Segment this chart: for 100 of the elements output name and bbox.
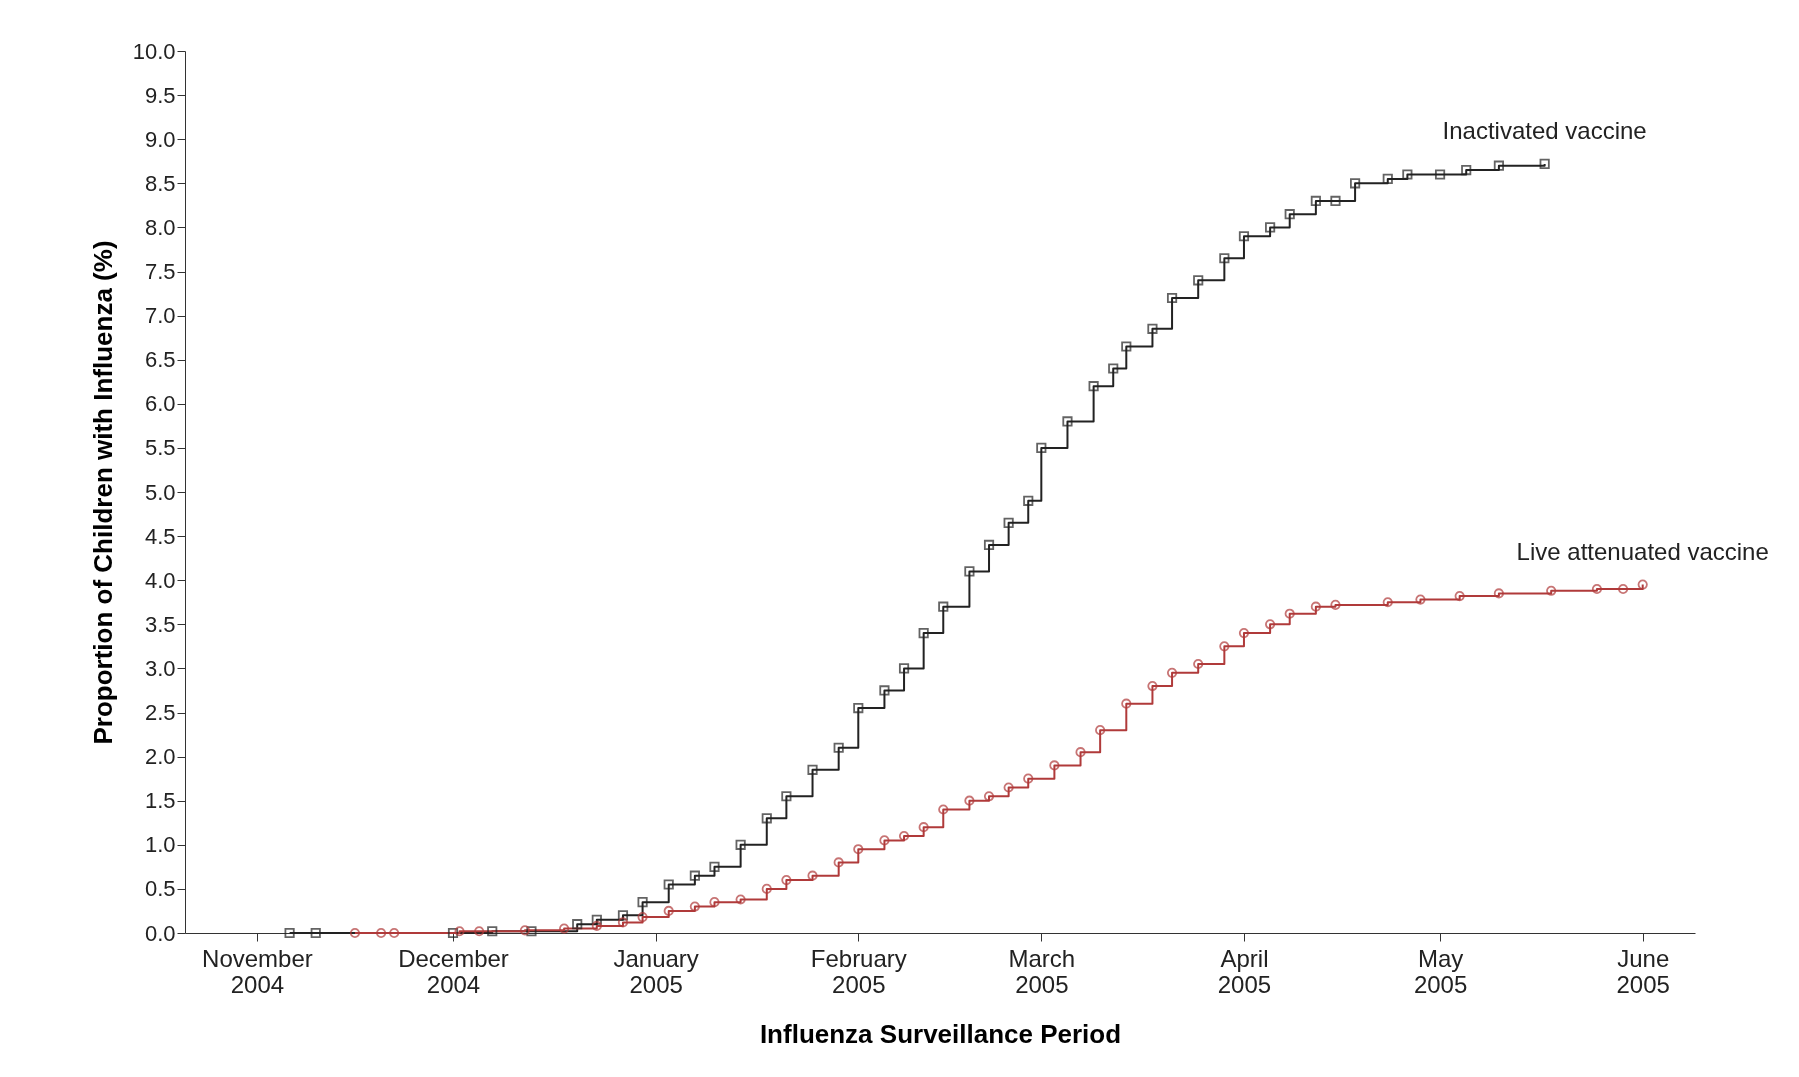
- point: [689, 901, 700, 912]
- point: [1310, 195, 1321, 207]
- point: [1618, 583, 1629, 595]
- point: [1637, 579, 1648, 590]
- point: [1121, 698, 1132, 709]
- point: [781, 791, 792, 802]
- y-tick-label: 8.0: [144, 214, 176, 240]
- point: [591, 914, 602, 925]
- point: [983, 539, 995, 550]
- y-tick-label: 0.5: [144, 876, 176, 902]
- y-tick-label: 3.0: [144, 655, 176, 681]
- point: [617, 917, 629, 928]
- point: [709, 897, 720, 908]
- point: [898, 663, 910, 674]
- point: [918, 822, 929, 833]
- point: [1147, 323, 1158, 334]
- point: [389, 927, 400, 939]
- y-tick-label: 4.5: [144, 523, 176, 549]
- x-tick-label: May 2005: [1413, 944, 1468, 998]
- point: [310, 927, 321, 939]
- y-tick-label: 5.5: [144, 435, 176, 461]
- y-tick-label: 1.5: [144, 788, 176, 814]
- point: [1023, 773, 1034, 784]
- y-tick-label: 8.5: [144, 170, 176, 196]
- y-tick-label: 7.5: [144, 259, 176, 284]
- x-tick-label: November 2004: [202, 944, 313, 998]
- point: [1382, 173, 1393, 184]
- point: [1095, 725, 1106, 736]
- y-tick-label: 3.5: [144, 611, 176, 637]
- y-tick-label: 7.0: [144, 303, 176, 329]
- y-axis-title: Proportion of Children with Influenza (%): [87, 240, 118, 745]
- y-tick-label: 10.0: [132, 38, 176, 64]
- point: [1062, 416, 1073, 427]
- point: [1350, 178, 1361, 189]
- point: [376, 927, 387, 939]
- point: [689, 870, 700, 881]
- point: [1003, 517, 1014, 528]
- point: [572, 919, 583, 930]
- point: [487, 926, 498, 937]
- point: [454, 926, 465, 937]
- point: [1265, 222, 1276, 233]
- point: [1434, 169, 1446, 180]
- y-tick-label: 9.5: [144, 82, 176, 108]
- y-tick-label: 2.5: [144, 700, 176, 725]
- point: [1219, 253, 1230, 264]
- point: [1049, 760, 1060, 771]
- x-tick-label: April 2005: [1217, 944, 1272, 998]
- point: [964, 566, 975, 577]
- series-label: Live attenuated vaccine: [1516, 537, 1769, 565]
- point: [349, 927, 361, 939]
- point: [918, 628, 929, 639]
- point: [447, 927, 459, 939]
- point: [1108, 363, 1119, 374]
- point: [637, 912, 648, 923]
- y-tick-label: 9.0: [144, 126, 176, 152]
- point: [663, 879, 674, 890]
- point: [1036, 442, 1047, 453]
- point: [1238, 628, 1250, 639]
- point: [519, 925, 530, 936]
- point: [761, 883, 772, 894]
- point: [1219, 641, 1230, 652]
- y-tick-label: 1.0: [144, 832, 176, 858]
- point: [1265, 619, 1276, 630]
- point: [833, 742, 844, 753]
- point: [1310, 601, 1321, 612]
- x-axis-title: Influenza Surveillance Period: [759, 1018, 1122, 1049]
- point: [1330, 195, 1341, 207]
- point: [1493, 160, 1504, 171]
- point: [1546, 585, 1557, 596]
- x-tick-label: March 2005: [1008, 944, 1076, 998]
- y-tick-label: 2.0: [144, 744, 176, 770]
- y-tick-label: 0.0: [144, 920, 176, 946]
- point: [1193, 658, 1204, 670]
- point: [1003, 782, 1014, 793]
- point: [1284, 608, 1295, 619]
- point: [591, 920, 602, 932]
- point: [938, 804, 949, 815]
- point: [709, 861, 720, 872]
- point: [1166, 292, 1178, 304]
- point: [807, 764, 818, 775]
- point: [1493, 588, 1504, 599]
- point: [1330, 599, 1341, 610]
- point: [781, 875, 792, 886]
- point: [879, 685, 890, 696]
- point: [853, 844, 864, 855]
- point: [526, 926, 537, 937]
- x-tick-label: February 2005: [810, 944, 907, 998]
- point: [617, 910, 629, 921]
- point: [938, 601, 949, 612]
- point: [1461, 164, 1472, 176]
- point: [833, 857, 844, 868]
- point: [559, 923, 570, 934]
- point: [1454, 591, 1465, 602]
- x-tick-label: June 2005: [1616, 944, 1670, 998]
- point: [474, 926, 485, 937]
- point: [1238, 231, 1250, 242]
- x-tick-label: January 2005: [613, 944, 699, 998]
- y-tick-label: 6.0: [144, 391, 176, 417]
- point: [1166, 667, 1178, 678]
- x-tick-label: December 2004: [398, 944, 509, 998]
